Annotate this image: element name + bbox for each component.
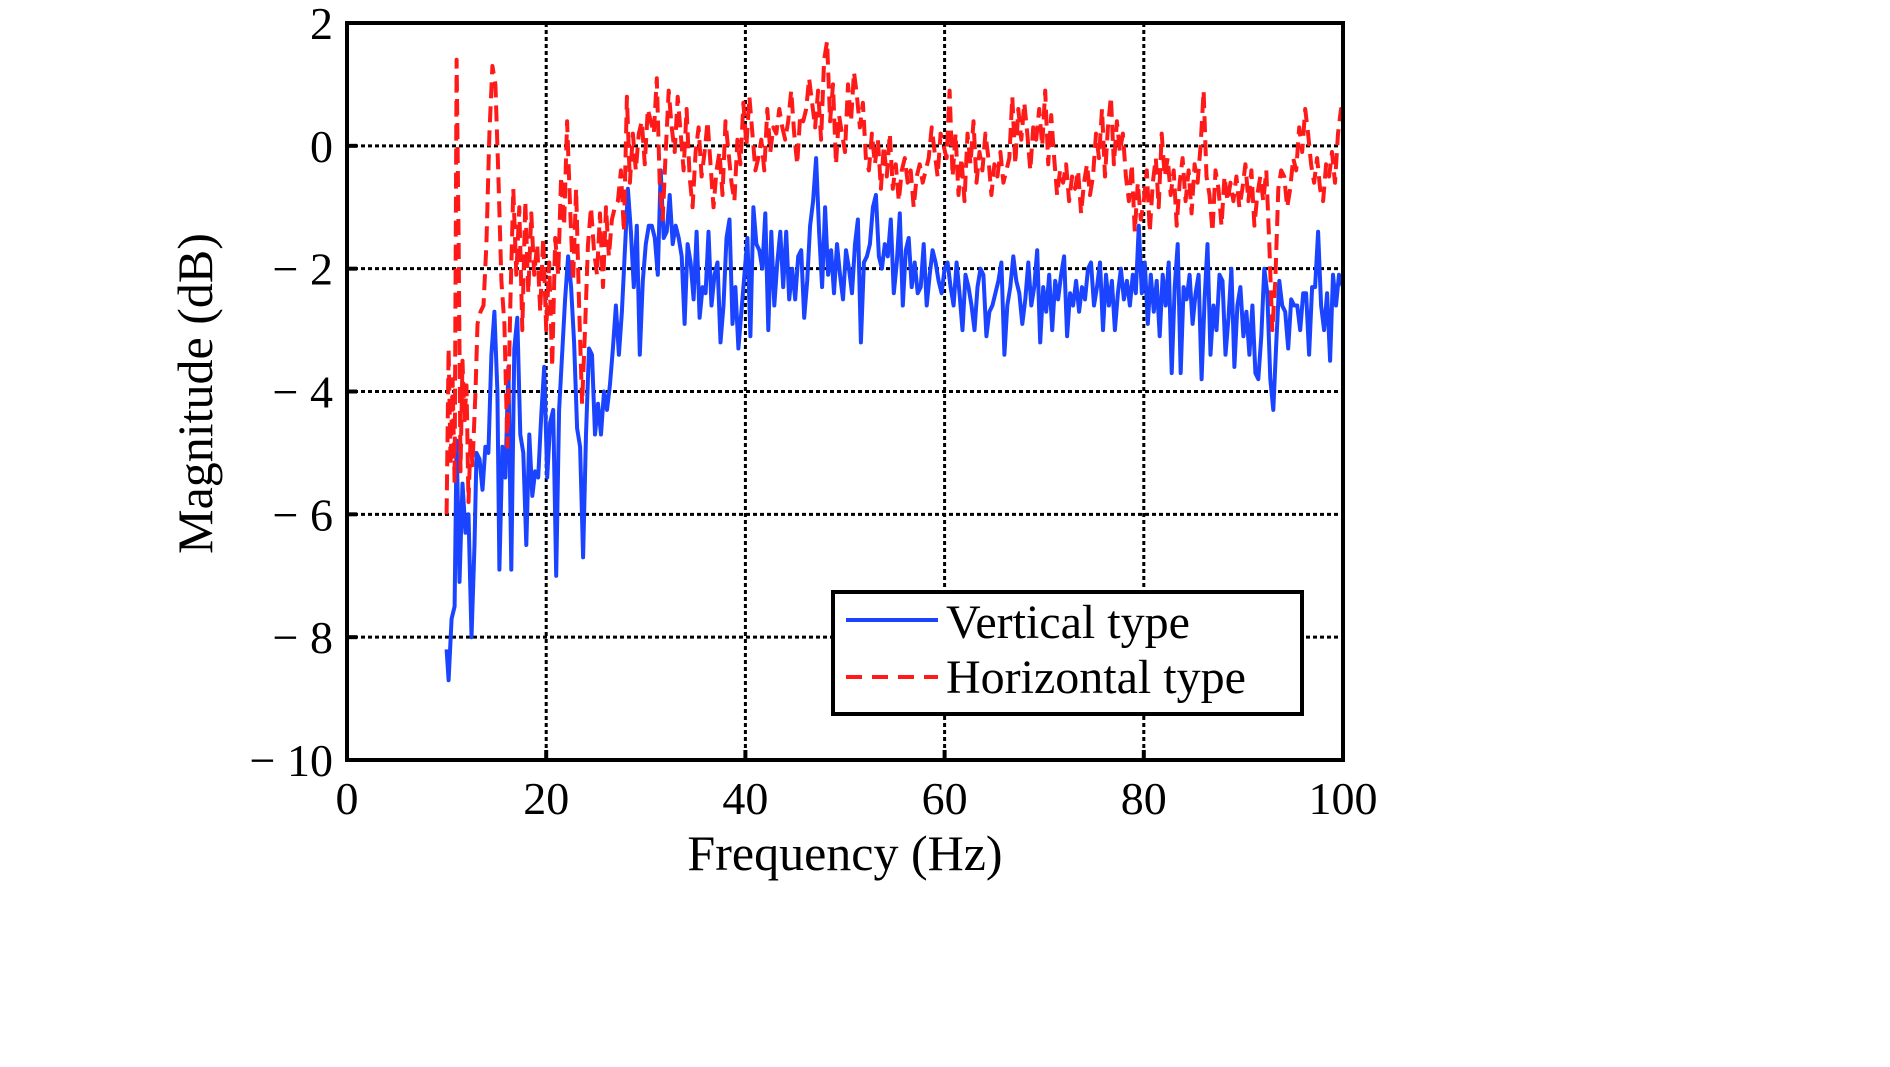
series-horizontal-type: [444, 39, 1345, 515]
series-vertical-type: [444, 156, 1345, 683]
y-tick-label: − 6: [273, 489, 333, 540]
axis-ticks: [345, 21, 1345, 762]
x-tick-label: 80: [1121, 773, 1167, 824]
x-tick-label: 100: [1309, 773, 1378, 824]
y-tick-label: − 10: [250, 735, 333, 786]
y-tick-labels: 2 0 − 2 − 4 − 6 − 8 − 10: [250, 0, 333, 786]
y-tick-label: 2: [310, 0, 333, 49]
y-tick-label: − 2: [273, 244, 333, 295]
x-axis-title: Frequency (Hz): [687, 825, 1002, 881]
legend-label-vertical: Vertical type: [946, 596, 1190, 649]
legend-label-horizontal: Horizontal type: [946, 651, 1246, 704]
plot-series: [444, 39, 1345, 683]
x-tick-labels: 0 20 40 60 80 100: [336, 773, 1378, 824]
legend: Vertical type Horizontal type: [831, 590, 1304, 716]
series-line: [444, 39, 1345, 515]
y-tick-label: 0: [310, 121, 333, 172]
y-tick-label: − 4: [273, 367, 333, 418]
x-tick-label: 40: [722, 773, 768, 824]
y-tick-label: − 8: [273, 612, 333, 663]
x-tick-label: 20: [523, 773, 569, 824]
x-tick-label: 60: [922, 773, 968, 824]
series-line: [444, 156, 1345, 683]
x-tick-label: 0: [336, 773, 359, 824]
legend-box: [831, 590, 1304, 716]
y-axis-title: Magnitude (dB): [167, 233, 223, 554]
